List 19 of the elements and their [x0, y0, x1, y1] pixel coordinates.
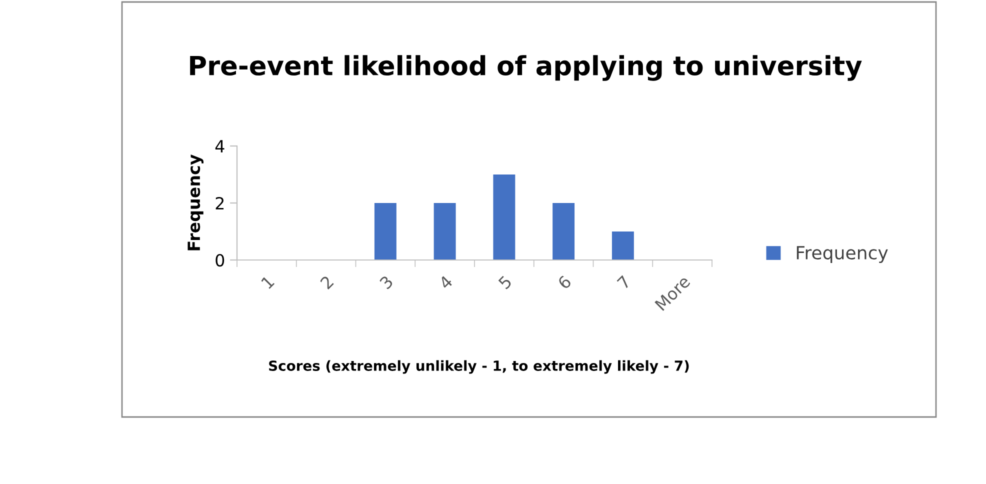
- x-tick-label: 2: [320, 275, 334, 290]
- legend-label: Frequency: [796, 246, 888, 264]
- x-tick-label: 1: [260, 275, 275, 290]
- x-tick-label: 3: [379, 275, 394, 290]
- x-tick-label: 6: [557, 274, 572, 290]
- bar: [374, 203, 396, 260]
- bar: [493, 174, 516, 260]
- bar: [612, 232, 634, 260]
- x-tick-label: 4: [438, 274, 454, 290]
- chart-title: Pre-event likelihood of applying to university: [190, 55, 862, 81]
- y-axis-title: Frequency: [188, 154, 204, 250]
- x-tick-label: 5: [498, 275, 512, 290]
- x-tick-label: 7: [616, 275, 631, 290]
- y-tick-label: 2: [216, 196, 224, 210]
- y-tick-label: 0: [216, 254, 224, 267]
- bar: [552, 203, 575, 260]
- y-tick-label: 4: [215, 140, 224, 152]
- bar: [434, 203, 456, 260]
- x-axis-title: Scores (extremely unlikely - 1, to extremely likely - 7): [269, 360, 689, 374]
